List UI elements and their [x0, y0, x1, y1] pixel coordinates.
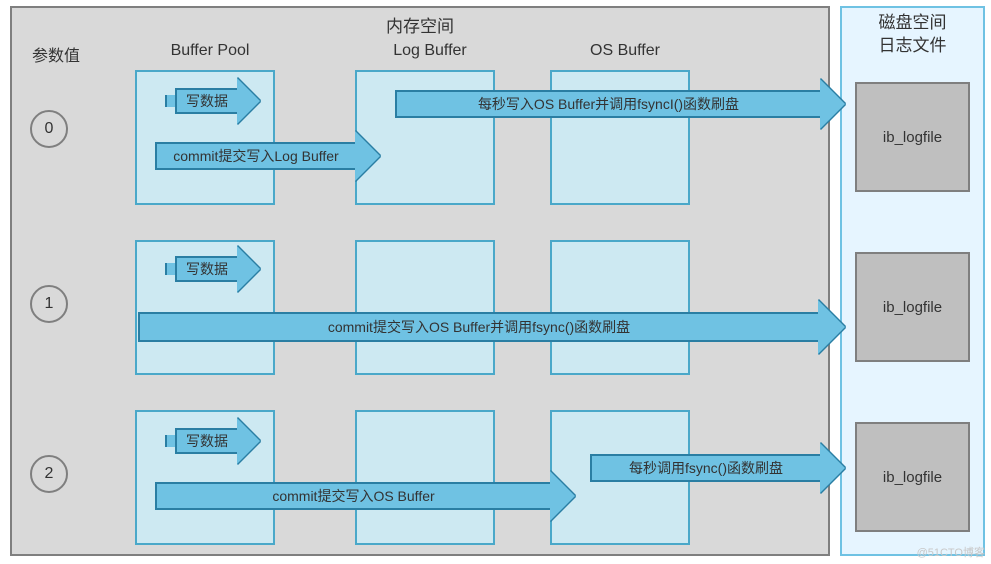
param-value-0: 0 [30, 110, 68, 148]
arrow-label: commit提交写入Log Buffer [155, 142, 355, 170]
arrow-row2-1: commit提交写入OS Buffer [155, 482, 575, 510]
disk-logfile-row0: ib_logfile [855, 82, 970, 192]
param-label: 参数值 [32, 42, 80, 66]
memory-title: 内存空间 [10, 12, 830, 37]
arrow-label: 写数据 [175, 88, 237, 114]
param-value-2: 2 [30, 455, 68, 493]
arrow-row1-0: 写数据 [165, 256, 260, 282]
arrow-label: 写数据 [175, 256, 237, 282]
os-buffer-header: OS Buffer [535, 42, 715, 60]
disk-logfile-row1: ib_logfile [855, 252, 970, 362]
disk-title: 磁盘空间日志文件 [840, 12, 985, 58]
buffer-pool-header: Buffer Pool [120, 42, 300, 60]
watermark: @51CTO博客 [917, 544, 985, 560]
disk-logfile-row2: ib_logfile [855, 422, 970, 532]
arrow-row2-0: 写数据 [165, 428, 260, 454]
arrow-row0-2: 每秒写入OS Buffer并调用fsyncI()函数刷盘 [395, 90, 845, 118]
buffer-box-row1-col1 [355, 240, 495, 375]
arrow-row1-1: commit提交写入OS Buffer并调用fsync()函数刷盘 [138, 312, 845, 342]
arrow-label: 每秒写入OS Buffer并调用fsyncI()函数刷盘 [395, 90, 820, 118]
param-value-1: 1 [30, 285, 68, 323]
arrow-label: commit提交写入OS Buffer并调用fsync()函数刷盘 [138, 312, 818, 342]
log-buffer-header: Log Buffer [340, 42, 520, 60]
arrow-row2-2: 每秒调用fsync()函数刷盘 [590, 454, 845, 482]
buffer-box-row2-col1 [355, 410, 495, 545]
arrow-row0-0: 写数据 [165, 88, 260, 114]
arrow-label: 每秒调用fsync()函数刷盘 [590, 454, 820, 482]
arrow-row0-1: commit提交写入Log Buffer [155, 142, 380, 170]
arrow-label: 写数据 [175, 428, 237, 454]
buffer-box-row1-col2 [550, 240, 690, 375]
arrow-label: commit提交写入OS Buffer [155, 482, 550, 510]
